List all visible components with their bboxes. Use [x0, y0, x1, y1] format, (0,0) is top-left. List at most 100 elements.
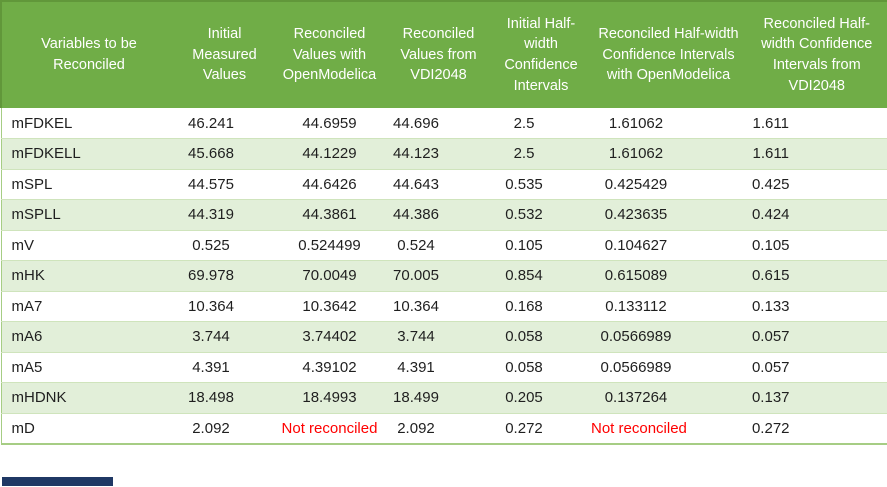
value-cell: 44.3861 [273, 199, 386, 231]
value-cell: 4.391 [386, 352, 491, 383]
value-cell: 4.391 [176, 352, 273, 383]
value-cell: 0.0566989 [591, 321, 746, 353]
value-cell: 0.105 [491, 230, 591, 261]
value-cell: 3.744 [176, 321, 273, 353]
value-cell: 44.319 [176, 199, 273, 231]
value-cell: 44.1229 [273, 138, 386, 170]
variable-name-cell: mA6 [1, 321, 176, 353]
value-cell: 44.575 [176, 169, 273, 200]
variable-name-cell: mSPLL [1, 199, 176, 231]
value-cell: 0.105 [746, 230, 887, 261]
value-cell: 0.133 [746, 291, 887, 322]
table-row: mSPL 44.575 44.6426 44.643 0.535 0.425429 0.42… [1, 169, 887, 200]
variable-name-cell: mFDKEL [1, 108, 176, 139]
table-header: Variables to be Reconciled Initial Measu… [0, 0, 887, 108]
value-cell: 0.854 [491, 260, 591, 292]
value-cell: 0.425 [746, 169, 887, 200]
table-body: mFDKEL 46.241 44.6959 44.696 2.5 1.61062 1.611… [1, 108, 887, 444]
column-header-halfwidth-openmodelica: Reconciled Half-width Confidence Interva… [591, 0, 746, 108]
value-cell: 0.057 [746, 321, 887, 353]
value-cell: 0.058 [491, 321, 591, 353]
table-row: mV 0.525 0.524499 0.524 0.105 0.104627 0.105 [1, 230, 887, 261]
value-cell: 0.137264 [591, 382, 746, 414]
value-cell: 0.0566989 [591, 352, 746, 383]
variable-name-cell: mSPL [1, 169, 176, 200]
value-cell: 70.005 [386, 260, 491, 292]
value-cell: 18.498 [176, 382, 273, 414]
table-row: mD 2.092 Not reconciled 2.092 0.272 Not recon… [1, 413, 887, 444]
variable-name-cell: mA5 [1, 352, 176, 383]
value-cell: 69.978 [176, 260, 273, 292]
value-cell: 44.6426 [273, 169, 386, 200]
value-cell: 2.5 [491, 138, 591, 170]
table-row: mA6 3.744 3.74402 3.744 0.058 0.0566989 0.057 [1, 321, 887, 353]
value-cell: 2.092 [176, 413, 273, 444]
value-cell: 18.499 [386, 382, 491, 414]
table-row: mA5 4.391 4.39102 4.391 0.058 0.0566989 0.057 [1, 352, 887, 383]
value-cell: 0.058 [491, 352, 591, 383]
value-cell: Not reconciled [591, 413, 746, 444]
value-cell: 0.425429 [591, 169, 746, 200]
table-row: mHDNK 18.498 18.4993 18.499 0.205 0.137264 0.1… [1, 382, 887, 414]
value-cell: 0.205 [491, 382, 591, 414]
value-cell: 70.0049 [273, 260, 386, 292]
value-cell: 44.643 [386, 169, 491, 200]
value-cell: 3.74402 [273, 321, 386, 353]
value-cell: 1.611 [746, 108, 887, 139]
value-cell: 1.61062 [591, 108, 746, 139]
value-cell: 0.423635 [591, 199, 746, 231]
variable-name-cell: mHDNK [1, 382, 176, 414]
partial-bottom-bar [2, 477, 113, 486]
value-cell: 0.168 [491, 291, 591, 322]
column-header-reconciled-openmodelica: Reconciled Values with OpenModelica [273, 0, 386, 108]
value-cell: 10.364 [176, 291, 273, 322]
value-cell: 18.4993 [273, 382, 386, 414]
value-cell: 44.696 [386, 108, 491, 139]
variable-name-cell: mA7 [1, 291, 176, 322]
value-cell: 10.364 [386, 291, 491, 322]
value-cell: 0.524 [386, 230, 491, 261]
value-cell: 0.133112 [591, 291, 746, 322]
value-cell: 0.532 [491, 199, 591, 231]
column-header-halfwidth-vdi2048: Reconciled Half-width Confidence Interva… [746, 0, 887, 108]
value-cell: 44.123 [386, 138, 491, 170]
table-row: mFDKELL 45.668 44.1229 44.123 2.5 1.61062 1.61… [1, 138, 887, 170]
value-cell: 45.668 [176, 138, 273, 170]
value-cell: 0.615089 [591, 260, 746, 292]
value-cell: 0.272 [746, 413, 887, 444]
column-header-reconciled-vdi2048: Reconciled Values from VDI2048 [386, 0, 491, 108]
variable-name-cell: mHK [1, 260, 176, 292]
variable-name-cell: mFDKELL [1, 138, 176, 170]
column-header-variables: Variables to be Reconciled [0, 0, 176, 108]
value-cell: 0.104627 [591, 230, 746, 261]
variable-name-cell: mV [1, 230, 176, 261]
value-cell: 3.744 [386, 321, 491, 353]
value-cell: Not reconciled [273, 413, 386, 444]
table-row: mA7 10.364 10.3642 10.364 0.168 0.133112 0.133 [1, 291, 887, 322]
value-cell: 2.5 [491, 108, 591, 139]
value-cell: 0.535 [491, 169, 591, 200]
variable-name-cell: mD [1, 413, 176, 444]
value-cell: 0.424 [746, 199, 887, 231]
value-cell: 0.524499 [273, 230, 386, 261]
value-cell: 0.615 [746, 260, 887, 292]
value-cell: 0.057 [746, 352, 887, 383]
value-cell: 44.386 [386, 199, 491, 231]
value-cell: 0.137 [746, 382, 887, 414]
value-cell: 10.3642 [273, 291, 386, 322]
table-row: mSPLL 44.319 44.3861 44.386 0.532 0.423635 0.4… [1, 199, 887, 231]
value-cell: 46.241 [176, 108, 273, 139]
value-cell: 1.61062 [591, 138, 746, 170]
header-row: Variables to be Reconciled Initial Measu… [0, 0, 887, 108]
column-header-initial-measured: Initial Measured Values [176, 0, 273, 108]
value-cell: 1.611 [746, 138, 887, 170]
value-cell: 4.39102 [273, 352, 386, 383]
reconciliation-results-table: Variables to be Reconciled Initial Measu… [0, 0, 887, 445]
table-row: mFDKEL 46.241 44.6959 44.696 2.5 1.61062 1.611 [1, 108, 887, 139]
table-row: mHK 69.978 70.0049 70.005 0.854 0.615089 0.615 [1, 260, 887, 292]
value-cell: 2.092 [386, 413, 491, 444]
value-cell: 44.6959 [273, 108, 386, 139]
value-cell: 0.525 [176, 230, 273, 261]
value-cell: 0.272 [491, 413, 591, 444]
column-header-initial-halfwidth: Initial Half-width Confidence Intervals [491, 0, 591, 108]
